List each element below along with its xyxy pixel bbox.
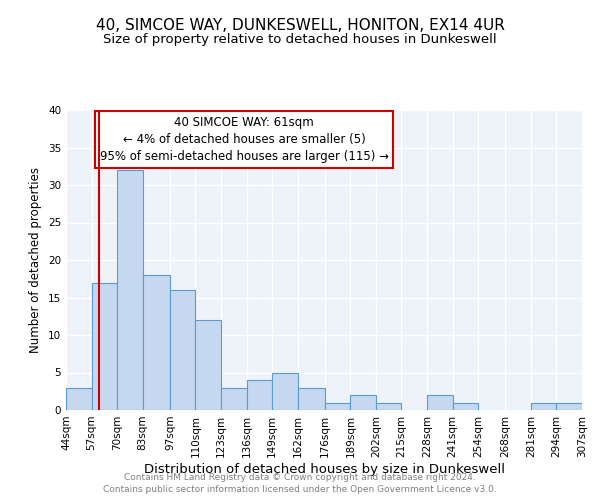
Bar xyxy=(196,320,221,410)
Bar xyxy=(143,275,170,410)
Bar xyxy=(117,170,143,410)
Bar xyxy=(66,388,92,410)
Text: 40 SIMCOE WAY: 61sqm
← 4% of detached houses are smaller (5)
95% of semi-detache: 40 SIMCOE WAY: 61sqm ← 4% of detached ho… xyxy=(100,116,389,163)
Bar xyxy=(170,290,196,410)
Bar xyxy=(556,402,582,410)
Bar xyxy=(298,388,325,410)
Text: 40, SIMCOE WAY, DUNKESWELL, HONITON, EX14 4UR: 40, SIMCOE WAY, DUNKESWELL, HONITON, EX1… xyxy=(95,18,505,32)
Text: Contains public sector information licensed under the Open Government Licence v3: Contains public sector information licen… xyxy=(103,485,497,494)
Bar xyxy=(92,282,117,410)
Bar xyxy=(452,402,478,410)
Y-axis label: Number of detached properties: Number of detached properties xyxy=(29,167,43,353)
Bar xyxy=(350,395,376,410)
Bar xyxy=(272,372,298,410)
Bar xyxy=(247,380,272,410)
Text: Size of property relative to detached houses in Dunkeswell: Size of property relative to detached ho… xyxy=(103,32,497,46)
Bar xyxy=(325,402,350,410)
X-axis label: Distribution of detached houses by size in Dunkeswell: Distribution of detached houses by size … xyxy=(143,462,505,475)
Bar xyxy=(376,402,401,410)
Text: Contains HM Land Registry data © Crown copyright and database right 2024.: Contains HM Land Registry data © Crown c… xyxy=(124,472,476,482)
Bar xyxy=(221,388,247,410)
Bar xyxy=(531,402,556,410)
Bar xyxy=(427,395,452,410)
